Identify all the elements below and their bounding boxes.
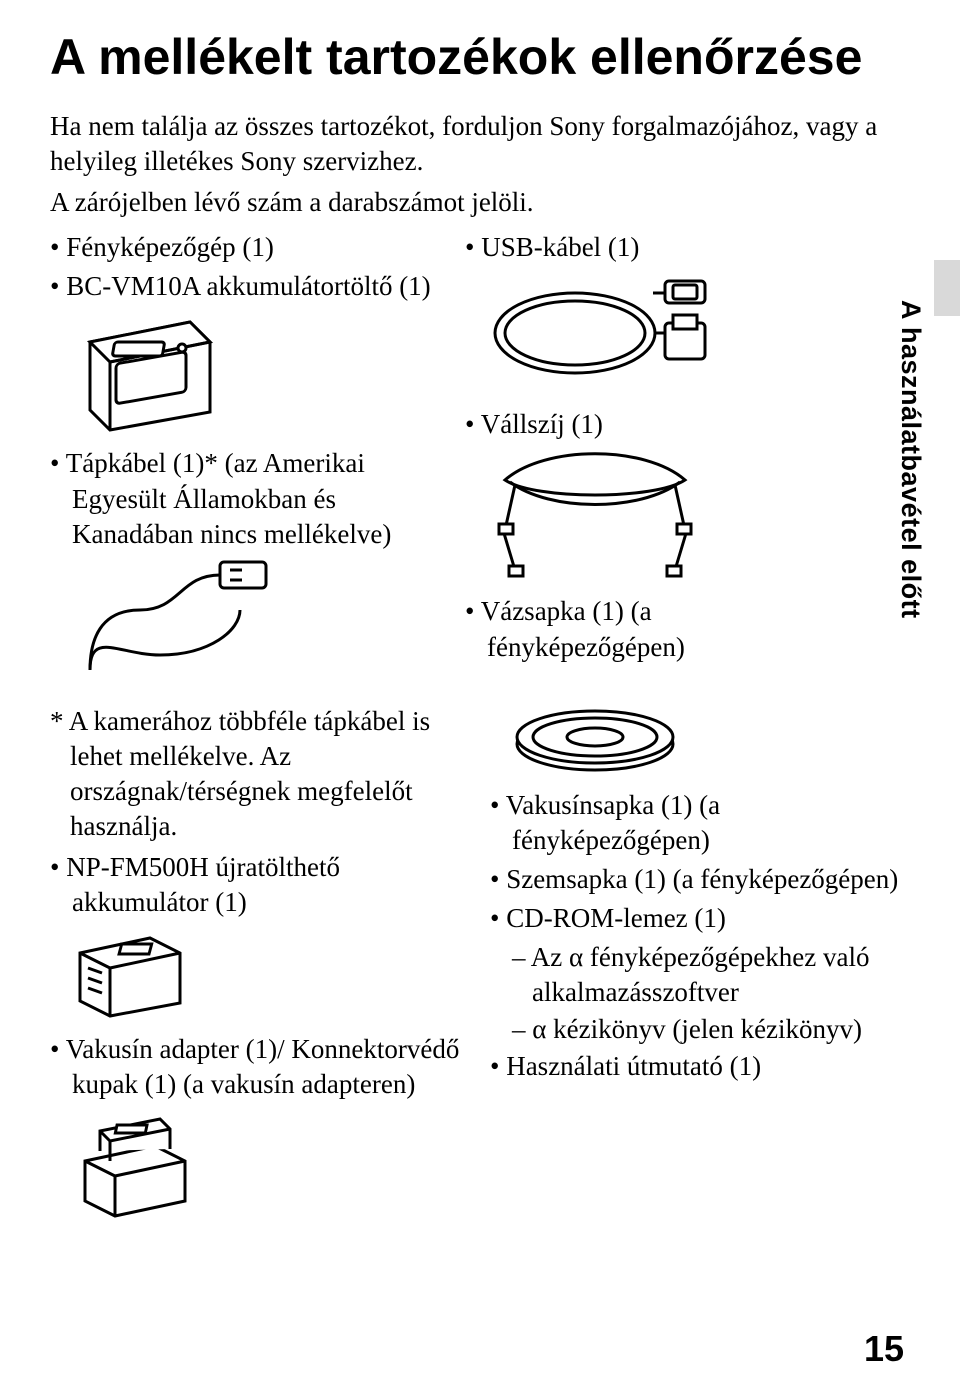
sub-text: A zárójelben lévő szám a darabszámot jel… <box>50 185 910 220</box>
battery-illustration <box>70 928 470 1018</box>
side-tab-bg <box>934 260 960 316</box>
item-usermanual: • Használati útmutató (1) <box>490 1049 910 1084</box>
item-cdrom-sw: – Az α fényképezőgépekhez való alkalmazá… <box>490 940 910 1010</box>
lower-left-col: * A kamerához többféle tápkábel is lehet… <box>50 704 470 1235</box>
page-number: 15 <box>864 1328 904 1370</box>
item-shoeadapter: • Vakusín adapter (1)/ Konnektorvédő kup… <box>50 1032 470 1102</box>
item-strap: • Vállszíj (1) <box>465 407 850 442</box>
item-usb: • USB-kábel (1) <box>465 230 850 265</box>
upper-columns: • Fényképezőgép (1) • BC-VM10A akkumulát… <box>50 230 910 693</box>
item-powercord: • Tápkábel (1)* (az Amerikai Egyesült Ál… <box>50 446 435 551</box>
item-charger: • BC-VM10A akkumulátortöltő (1) <box>50 269 435 304</box>
side-tab-label: A használatbavétel előtt <box>895 300 926 619</box>
upper-right-col: • USB-kábel (1) • Vállszíj (1) <box>465 230 910 693</box>
powercord-illustration <box>70 560 435 680</box>
item-cdrom: • CD-ROM-lemez (1) <box>490 901 910 936</box>
item-camera: • Fényképezőgép (1) <box>50 230 435 265</box>
footnote-text: * A kamerához többféle tápkábel is lehet… <box>50 704 470 844</box>
item-battery: • NP-FM500H újratölthető akkumulátor (1) <box>50 850 470 920</box>
charger-illustration <box>70 312 435 432</box>
bodycap-illustration <box>510 704 910 774</box>
usb-illustration <box>485 273 850 393</box>
page-title: A mellékelt tartozékok ellenőrzése <box>50 30 910 85</box>
strap-illustration <box>485 450 850 580</box>
upper-left-col: • Fényképezőgép (1) • BC-VM10A akkumulát… <box>50 230 445 693</box>
item-bodycap: • Vázsapka (1) (a fényképezőgépen) <box>465 594 850 664</box>
item-eyecap: • Szemsapka (1) (a fényképezőgépen) <box>490 862 910 897</box>
item-shoecap: • Vakusínsapka (1) (a fényképezőgépen) <box>490 788 910 858</box>
intro-text: Ha nem találja az összes tartozékot, for… <box>50 109 910 179</box>
shoeadapter-illustration <box>70 1111 470 1221</box>
item-cdrom-manual: – α kézikönyv (jelen kézikönyv) <box>490 1012 910 1047</box>
lower-right-col: • Vakusínsapka (1) (a fényképezőgépen) •… <box>490 704 910 1235</box>
lower-columns: * A kamerához többféle tápkábel is lehet… <box>50 704 910 1235</box>
